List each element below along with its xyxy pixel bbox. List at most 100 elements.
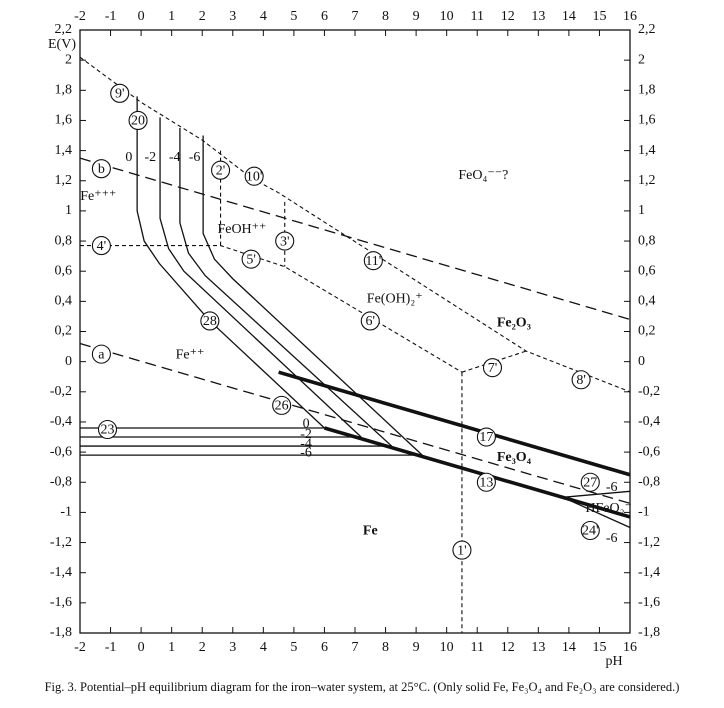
x-tick-label: 9 xyxy=(413,640,420,655)
boundary-line xyxy=(562,496,631,529)
y-tick-label: -0,2 xyxy=(638,384,660,399)
label-circle xyxy=(91,159,111,179)
label-circle xyxy=(211,160,231,180)
label-circle xyxy=(275,231,295,251)
line-label: a xyxy=(98,347,105,362)
y-tick-label: -0,8 xyxy=(638,474,660,489)
region-label: Fe₃O₄ xyxy=(497,450,532,465)
line-label: 10' xyxy=(246,169,263,184)
boundary-line xyxy=(159,117,362,438)
x-tick-label: -1 xyxy=(105,640,117,655)
line-label: 8' xyxy=(576,373,586,388)
label-circle xyxy=(97,419,118,440)
label-circle xyxy=(476,427,496,447)
label-circle xyxy=(272,395,292,415)
region-label: -6 xyxy=(606,480,618,495)
line-label: 4' xyxy=(97,239,107,254)
boundary-line xyxy=(461,350,527,373)
y-tick-label: 1,6 xyxy=(55,113,73,128)
y-tick-label: 1,8 xyxy=(55,83,73,98)
x-tick-label: 4 xyxy=(260,640,267,655)
x-tick-label: -1 xyxy=(105,9,117,24)
boundary-line xyxy=(136,96,325,429)
y-tick-label: 1 xyxy=(65,203,72,218)
y-tick-label: 0,6 xyxy=(638,263,656,278)
boundary-line xyxy=(179,127,393,447)
label-circle xyxy=(482,358,503,378)
line-label: 7' xyxy=(488,361,498,376)
x-tick-label: 15 xyxy=(592,640,606,655)
x-tick-label: 8 xyxy=(382,9,389,24)
y-tick-label: 1,2 xyxy=(638,173,656,188)
y-tick-label: 0 xyxy=(638,354,645,369)
x-tick-label: 3 xyxy=(229,9,236,24)
label-circle xyxy=(241,249,261,269)
line-label: b xyxy=(98,162,105,177)
label-circle xyxy=(363,251,383,271)
boundary-line xyxy=(323,426,631,519)
y-tick-label: -1,2 xyxy=(638,535,660,550)
label-circle xyxy=(110,83,130,103)
y-tick-label: -0,6 xyxy=(50,444,72,459)
boundary-line xyxy=(79,342,631,504)
x-tick-label: 12 xyxy=(501,9,515,24)
region-label: Fe⁺⁺⁺ xyxy=(80,189,116,204)
y-tick-label: -1,4 xyxy=(50,565,72,580)
x-tick-label: 6 xyxy=(321,640,328,655)
line-label: 5' xyxy=(246,252,256,267)
x-tick-label: 0 xyxy=(138,9,145,24)
region-label: Fe(OH)₂⁺ xyxy=(367,292,423,307)
region-label: -6 xyxy=(300,445,312,460)
x-tick-label: 16 xyxy=(623,9,637,24)
label-circle xyxy=(580,520,600,541)
boundary-line xyxy=(202,135,423,456)
y-tick-label: -1 xyxy=(638,505,650,520)
line-label: 24' xyxy=(582,524,599,539)
plot-frame xyxy=(79,29,631,634)
region-label: FeOH⁺⁺ xyxy=(217,222,266,237)
x-tick-label: 13 xyxy=(531,640,545,655)
region-label: -2 xyxy=(300,427,312,442)
x-tick-label: 12 xyxy=(501,640,515,655)
line-label: 9' xyxy=(115,87,125,102)
x-tick-label: 11 xyxy=(470,640,483,655)
line-label: 26 xyxy=(275,399,289,414)
region-label: -4 xyxy=(169,150,181,165)
label-circle xyxy=(128,110,148,130)
y-tick-label: -1,8 xyxy=(50,625,72,640)
y-tick-label: 2 xyxy=(65,52,72,67)
x-tick-label: 5 xyxy=(290,640,297,655)
y-tick-label: -0,4 xyxy=(638,414,660,429)
x-tick-label: -2 xyxy=(74,9,86,24)
x-tick-label: 1 xyxy=(168,9,175,24)
y-tick-label: -1,6 xyxy=(638,595,660,610)
y-tick-label: -0,8 xyxy=(50,474,72,489)
region-label: HFeO₂⁻ xyxy=(585,501,632,516)
region-label: Fe₂O₃ xyxy=(497,316,531,331)
y-tick-label: 0,4 xyxy=(55,294,73,309)
y-tick-label: 2 xyxy=(638,52,645,67)
line-label: 20 xyxy=(131,114,145,129)
label-circle xyxy=(580,472,600,492)
region-label: 0 xyxy=(303,417,310,432)
x-tick-label: 7 xyxy=(352,640,359,655)
x-tick-label: 7 xyxy=(352,9,359,24)
boundary-line xyxy=(79,56,631,393)
line-label: 3' xyxy=(280,234,290,249)
caption: Fig. 3. Potential–pH equilibrium diagram… xyxy=(45,680,680,694)
y-tick-label: -1,2 xyxy=(50,535,72,550)
y-tick-label: 0,2 xyxy=(638,324,656,339)
line-label: 27 xyxy=(583,475,597,490)
y-tick-label: 2,2 xyxy=(638,22,656,37)
x-tick-label: 15 xyxy=(592,9,606,24)
boundary-line xyxy=(562,490,631,498)
region-label: FeO₄⁻⁻? xyxy=(458,168,508,183)
region-label: 0 xyxy=(125,150,132,165)
x-tick-label: 9 xyxy=(413,9,420,24)
x-tick-label: 11 xyxy=(470,9,483,24)
x-tick-label: 2 xyxy=(199,640,206,655)
line-label: 28 xyxy=(203,314,217,329)
label-circle xyxy=(200,311,220,331)
line-label: 17 xyxy=(479,430,493,445)
